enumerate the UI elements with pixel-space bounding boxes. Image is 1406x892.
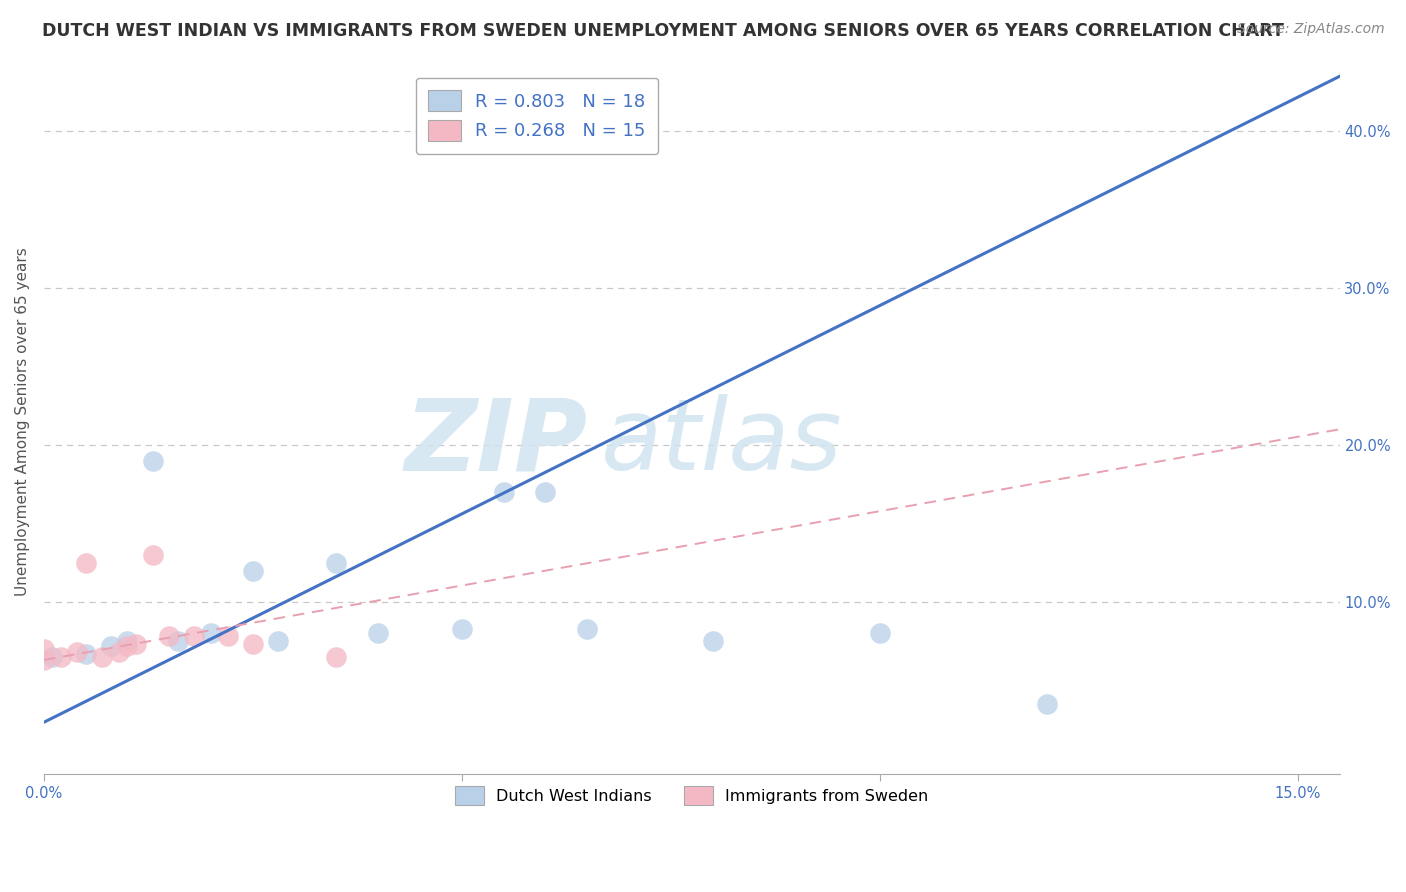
Text: DUTCH WEST INDIAN VS IMMIGRANTS FROM SWEDEN UNEMPLOYMENT AMONG SENIORS OVER 65 Y: DUTCH WEST INDIAN VS IMMIGRANTS FROM SWE… <box>42 22 1284 40</box>
Point <box>1036 697 1059 711</box>
Point <box>242 564 264 578</box>
Point <box>41 649 63 664</box>
Point <box>125 637 148 651</box>
Point <box>217 629 239 643</box>
Point <box>869 626 891 640</box>
Point <box>49 649 72 664</box>
Point <box>91 649 114 664</box>
Point <box>450 622 472 636</box>
Text: ZIP: ZIP <box>405 394 588 491</box>
Point <box>117 639 139 653</box>
Point <box>66 645 89 659</box>
Point <box>157 629 180 643</box>
Point <box>32 642 55 657</box>
Point <box>576 622 599 636</box>
Point <box>267 634 290 648</box>
Point <box>142 453 165 467</box>
Point <box>702 634 724 648</box>
Point <box>32 653 55 667</box>
Point <box>117 634 139 648</box>
Y-axis label: Unemployment Among Seniors over 65 years: Unemployment Among Seniors over 65 years <box>15 247 30 596</box>
Text: Source: ZipAtlas.com: Source: ZipAtlas.com <box>1237 22 1385 37</box>
Point <box>183 629 205 643</box>
Point <box>534 485 557 500</box>
Point <box>100 639 122 653</box>
Point <box>325 556 347 570</box>
Legend: Dutch West Indians, Immigrants from Sweden: Dutch West Indians, Immigrants from Swed… <box>443 775 939 816</box>
Point <box>108 645 131 659</box>
Point <box>492 485 515 500</box>
Point <box>142 548 165 562</box>
Point <box>242 637 264 651</box>
Point <box>367 626 389 640</box>
Text: atlas: atlas <box>600 394 842 491</box>
Point <box>325 649 347 664</box>
Point <box>200 626 222 640</box>
Point <box>75 647 97 661</box>
Point <box>166 634 188 648</box>
Point <box>75 556 97 570</box>
